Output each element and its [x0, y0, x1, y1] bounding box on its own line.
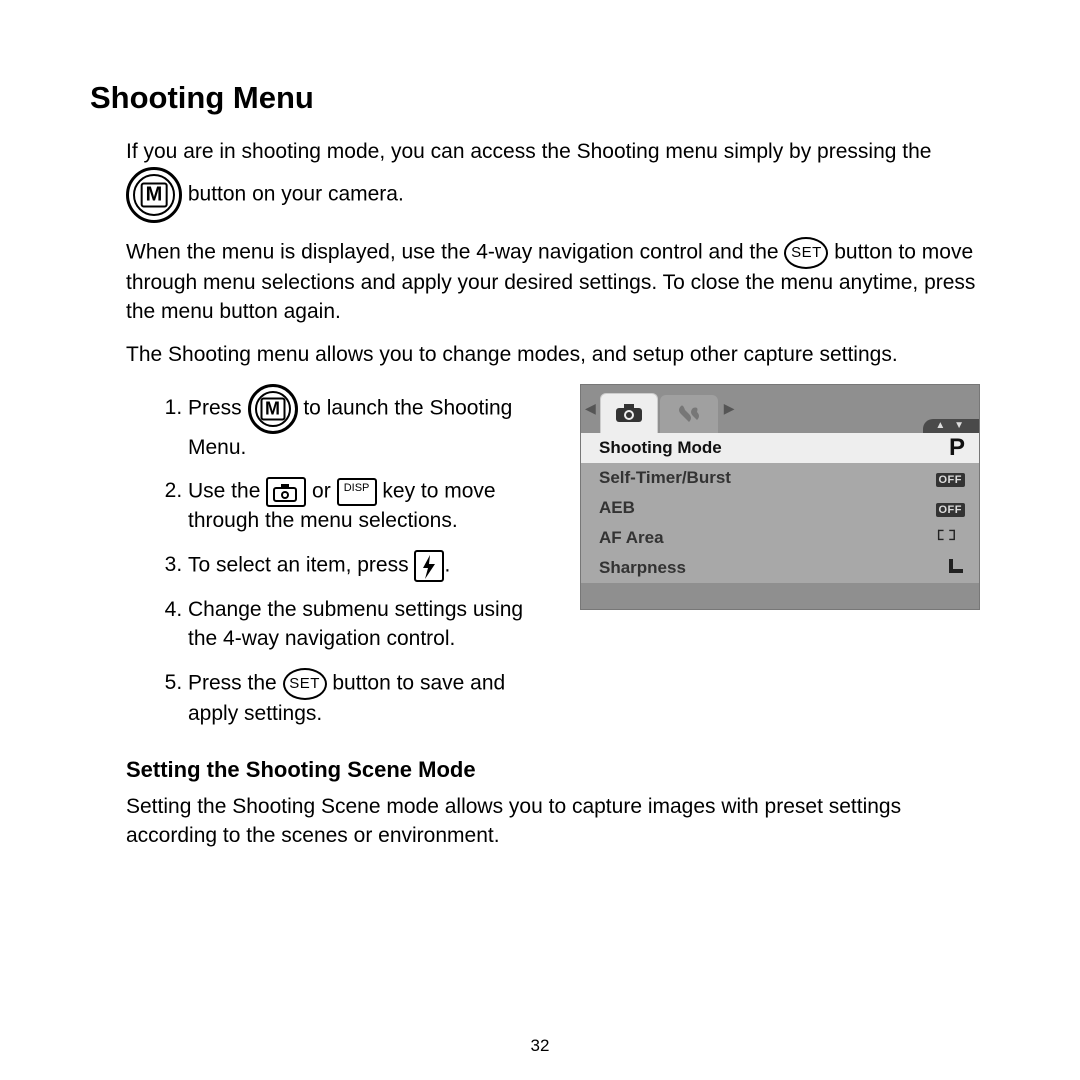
menu-row-value: OFF	[936, 498, 966, 518]
camera-icon	[614, 402, 644, 424]
intro-text-1: If you are in shooting mode, you can acc…	[126, 140, 931, 163]
step-4: Change the submenu settings using the 4-…	[188, 596, 566, 654]
menu-row-aeb[interactable]: AEB OFF	[581, 493, 979, 523]
paragraph-3: The Shooting menu allows you to change m…	[126, 341, 980, 370]
menu-row-shooting-mode[interactable]: Shooting Mode P	[581, 433, 979, 463]
step-2: Use the or key to move through the menu …	[188, 477, 566, 536]
menu-row-sharpness[interactable]: Sharpness	[581, 553, 979, 583]
menu-row-value: P	[949, 434, 965, 462]
menu-row-label: AF Area	[599, 528, 664, 548]
tab-camera[interactable]	[600, 393, 658, 433]
step-3a: To select an item, press	[188, 553, 414, 576]
step-2a: Use the	[188, 479, 266, 502]
menu-row-value	[949, 557, 965, 578]
flash-key-icon	[414, 550, 444, 582]
menu-tab-bar: ◀ ▶ ▲ ▼	[581, 385, 979, 433]
step-3: To select an item, press .	[188, 550, 566, 582]
menu-footer	[581, 583, 979, 609]
sharpness-icon	[949, 557, 965, 573]
page-number: 32	[0, 1036, 1080, 1056]
off-badge-icon: OFF	[936, 503, 966, 517]
menu-row-value: ┌┐└┘	[934, 526, 965, 551]
menu-button-icon	[126, 167, 182, 223]
menu-row-label: AEB	[599, 498, 635, 518]
step-2b: or	[306, 479, 336, 502]
menu-row-label: Sharpness	[599, 558, 686, 578]
paragraph-2: When the menu is displayed, use the 4-wa…	[126, 237, 980, 327]
disp-key-icon	[337, 478, 377, 506]
intro-paragraph: If you are in shooting mode, you can acc…	[126, 138, 980, 223]
tab-tools[interactable]	[660, 395, 718, 433]
menu-row-label: Self-Timer/Burst	[599, 468, 731, 488]
menu-button-icon	[248, 384, 298, 434]
subheading: Setting the Shooting Scene Mode	[126, 757, 990, 783]
af-area-icon: ┌┐└┘	[934, 526, 965, 545]
off-badge-icon: OFF	[936, 473, 966, 487]
sub-paragraph: Setting the Shooting Scene mode allows y…	[126, 793, 980, 851]
step-1a: Press	[188, 396, 248, 419]
set-button-icon: SET	[283, 668, 327, 700]
wrench-icon	[675, 402, 703, 426]
page-title: Shooting Menu	[90, 80, 990, 116]
steps-list: Press to launch the Shooting Menu. Use t…	[126, 384, 566, 729]
para2-a: When the menu is displayed, use the 4-wa…	[126, 241, 784, 264]
step-1: Press to launch the Shooting Menu.	[188, 384, 566, 463]
menu-row-af-area[interactable]: AF Area ┌┐└┘	[581, 523, 979, 553]
set-button-icon: SET	[784, 237, 828, 269]
step-5a: Press the	[188, 671, 283, 694]
menu-row-label: Shooting Mode	[599, 438, 722, 458]
tab-right-arrow-icon: ▶	[720, 400, 739, 417]
menu-row-self-timer[interactable]: Self-Timer/Burst OFF	[581, 463, 979, 493]
menu-list: Shooting Mode P Self-Timer/Burst OFF AEB…	[581, 433, 979, 583]
step-3b: .	[444, 553, 450, 576]
up-key-icon	[266, 477, 306, 507]
camera-menu-screenshot: ◀ ▶ ▲ ▼ Shooting Mode P	[580, 384, 980, 610]
intro-text-2: button on your camera.	[188, 183, 404, 206]
up-down-indicator-icon: ▲ ▼	[923, 419, 979, 433]
tab-left-arrow-icon: ◀	[581, 400, 600, 417]
step-5: Press the SET button to save and apply s…	[188, 668, 566, 729]
menu-row-value: OFF	[936, 468, 966, 488]
